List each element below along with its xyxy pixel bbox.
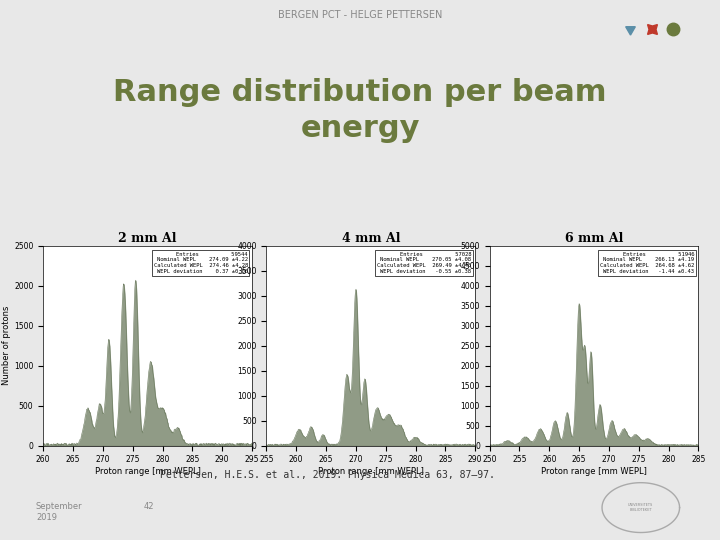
Text: September
2019: September 2019	[36, 502, 83, 522]
Title: 2 mm Al: 2 mm Al	[118, 232, 177, 245]
X-axis label: Proton range [mm WEPL]: Proton range [mm WEPL]	[318, 467, 424, 476]
Title: 4 mm Al: 4 mm Al	[341, 232, 400, 245]
Text: Entries          57028
Nominal WEPL    270.05 ±4.08
Calculated WEPL  269.49 ±4.4: Entries 57028 Nominal WEPL 270.05 ±4.08 …	[377, 252, 471, 274]
Text: BERGEN PCT - HELGE PETTERSEN: BERGEN PCT - HELGE PETTERSEN	[278, 10, 442, 20]
Text: Entries          51946
Nominal WEPL    266.13 ±4.19
Calculated WEPL  264.68 ±4.6: Entries 51946 Nominal WEPL 266.13 ±4.19 …	[600, 252, 694, 274]
X-axis label: Proton range [mm WEPL]: Proton range [mm WEPL]	[94, 467, 201, 476]
Text: UNIVERSITETS
BIBLIOTEKET: UNIVERSITETS BIBLIOTEKET	[628, 503, 654, 512]
Y-axis label: Number of protons: Number of protons	[2, 306, 12, 385]
Text: Entries          59544
Nominal WEPL    274.09 ±4.22
Calculated WEPL  274.46 ±4.2: Entries 59544 Nominal WEPL 274.09 ±4.22 …	[153, 252, 248, 274]
Title: 6 mm Al: 6 mm Al	[564, 232, 624, 245]
Text: Range distribution per beam
energy: Range distribution per beam energy	[113, 78, 607, 143]
X-axis label: Proton range [mm WEPL]: Proton range [mm WEPL]	[541, 467, 647, 476]
Text: Pettersen, H.E.S. et al., 2019. Physica Medica 63, 87–97.: Pettersen, H.E.S. et al., 2019. Physica …	[160, 470, 495, 480]
Text: 42: 42	[144, 502, 155, 511]
